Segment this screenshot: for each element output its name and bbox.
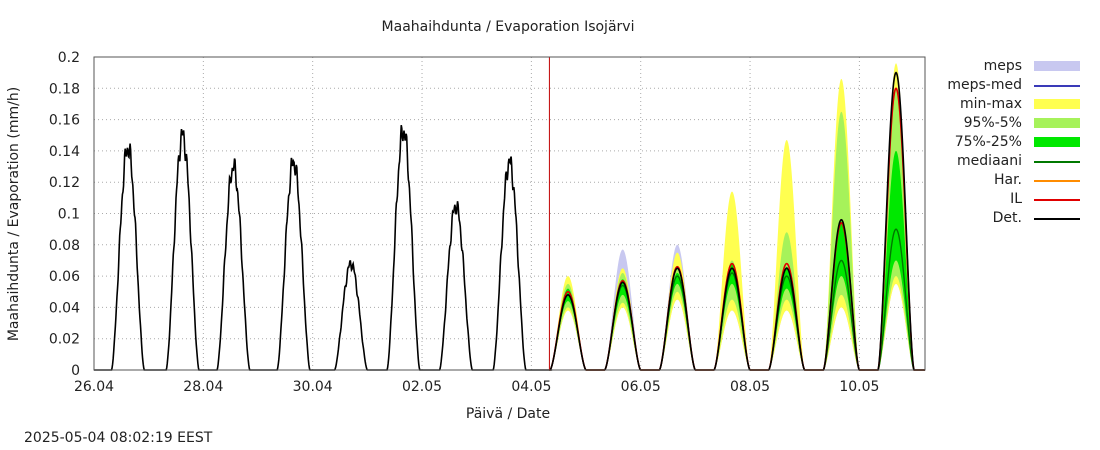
x-axis-label: Päivä / Date — [465, 406, 551, 422]
x-axis-ticks: 26.04 28.04 30.04 02.05 04.05 06.05 08.05 10.05 — [74, 379, 879, 395]
y-tick-label: 0.08 — [49, 238, 80, 254]
legend-line-det — [1034, 218, 1080, 220]
legend-item-det: Det. — [940, 209, 1090, 228]
legend-label: 95%-5% — [963, 115, 1022, 131]
x-tick-label: 04.05 — [511, 379, 551, 395]
x-tick-label: 26.04 — [74, 379, 114, 395]
y-tick-label: 0.06 — [49, 269, 80, 285]
y-tick-label: 0 — [71, 363, 80, 379]
legend-label: 75%-25% — [954, 134, 1022, 150]
timestamp: 2025-05-04 08:02:19 EEST — [24, 430, 213, 446]
legend-swatch-min-max — [1034, 99, 1080, 109]
legend-label: Har. — [993, 172, 1022, 188]
legend-label: mediaani — [957, 153, 1022, 169]
legend-item-75-25: 75%-25% — [940, 133, 1090, 152]
plot-frame — [93, 56, 926, 371]
x-tick-label: 10.05 — [839, 379, 879, 395]
legend-label: meps — [983, 58, 1022, 74]
legend-item-il: IL — [940, 190, 1090, 209]
legend-label: Det. — [992, 210, 1022, 226]
legend-label: IL — [1010, 191, 1022, 207]
legend-swatch-75-25 — [1034, 137, 1080, 147]
y-tick-label: 0.18 — [49, 81, 80, 97]
x-tick-label: 28.04 — [183, 379, 223, 395]
legend-item-95-5: 95%-5% — [940, 114, 1090, 133]
legend-swatch-meps — [1034, 61, 1080, 71]
legend-item-meps: meps — [940, 57, 1090, 76]
legend-line-har — [1034, 180, 1080, 182]
legend-item-min-max: min-max — [940, 95, 1090, 114]
legend-label: meps-med — [947, 77, 1022, 93]
y-axis-ticks: 0 0.02 0.04 0.06 0.08 0.1 0.12 0.14 0.16 0.18 0.2 — [49, 50, 80, 379]
y-axis-label: Maahaihdunta / Evaporation (mm/h) — [6, 86, 22, 342]
x-tick-label: 02.05 — [402, 379, 442, 395]
y-tick-label: 0.16 — [49, 113, 80, 129]
legend-swatch-95-5 — [1034, 118, 1080, 128]
legend-line-mediaani — [1034, 161, 1080, 163]
x-tick-label: 30.04 — [293, 379, 333, 395]
y-tick-label: 0.14 — [49, 144, 80, 160]
y-tick-label: 0.12 — [49, 175, 80, 191]
legend-line-il — [1034, 199, 1080, 201]
legend-item-mediaani: mediaani — [940, 152, 1090, 171]
y-tick-label: 0.02 — [49, 332, 80, 348]
legend-item-meps-med: meps-med — [940, 76, 1090, 95]
chart-title: Maahaihdunta / Evaporation Isojärvi — [381, 19, 635, 35]
x-tick-label: 06.05 — [621, 379, 661, 395]
y-tick-label: 0.2 — [58, 50, 80, 66]
legend-item-har: Har. — [940, 171, 1090, 190]
legend-line-meps-med — [1034, 85, 1080, 87]
legend: meps meps-med min-max 95%-5% 75%-25% med… — [940, 57, 1090, 228]
legend-label: min-max — [960, 96, 1022, 112]
x-tick-label: 08.05 — [730, 379, 770, 395]
y-tick-label: 0.04 — [49, 300, 80, 316]
y-tick-label: 0.1 — [58, 207, 80, 223]
